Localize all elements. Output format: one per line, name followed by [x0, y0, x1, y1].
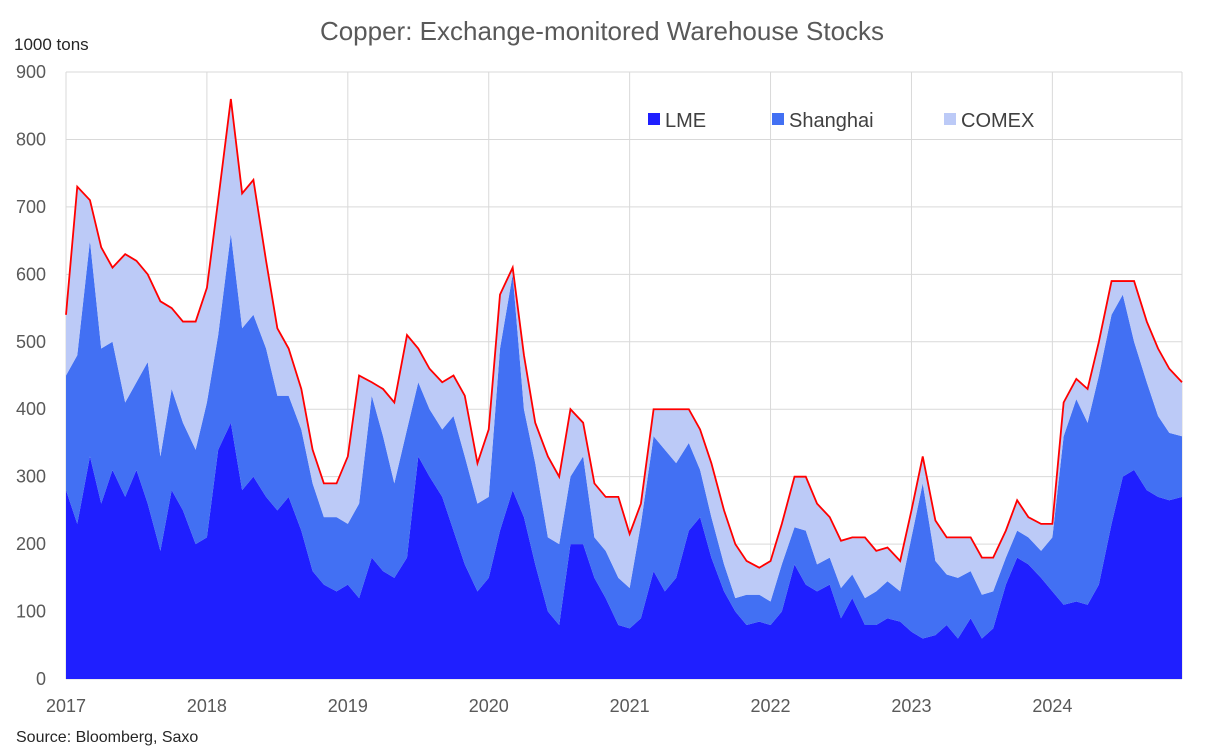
x-tick-label-0: 2017 — [46, 696, 86, 716]
y-tick-label-2: 200 — [16, 534, 46, 554]
y-tick-label-6: 600 — [16, 264, 46, 284]
y-tick-label-9: 900 — [16, 62, 46, 82]
chart-title: Copper: Exchange-monitored Warehouse Sto… — [320, 16, 884, 46]
x-tick-label-6: 2023 — [891, 696, 931, 716]
x-tick-label-4: 2021 — [610, 696, 650, 716]
total-line — [65, 98, 1183, 569]
y-tick-label-7: 700 — [16, 197, 46, 217]
y-axis-unit-label: 1000 tons — [14, 35, 89, 54]
total-line-layer — [65, 98, 1183, 569]
x-tick-label-2: 2019 — [328, 696, 368, 716]
area-comex — [66, 98, 1182, 602]
y-tick-label-5: 500 — [16, 332, 46, 352]
legend-swatch-comex — [944, 113, 956, 125]
x-tick-label-7: 2024 — [1032, 696, 1072, 716]
x-tick-label-5: 2022 — [751, 696, 791, 716]
y-axis-ticks: 0 100 200 300 400 500 600 700 800 900 — [16, 62, 46, 689]
y-tick-label-0: 0 — [36, 669, 46, 689]
legend-swatch-lme — [648, 113, 660, 125]
stacked-areas — [66, 98, 1182, 679]
y-tick-label-3: 300 — [16, 467, 46, 487]
legend-label-lme: LME — [665, 110, 706, 132]
x-axis-ticks: 2017 2018 2019 2020 2021 2022 2023 2024 — [46, 696, 1072, 716]
area-lme — [66, 422, 1182, 679]
y-tick-label-1: 100 — [16, 602, 46, 622]
legend: LME Shanghai COMEX — [648, 110, 1034, 132]
legend-label-comex: COMEX — [961, 110, 1034, 132]
x-tick-label-3: 2020 — [469, 696, 509, 716]
legend-swatch-shanghai — [772, 113, 784, 125]
x-tick-label-1: 2018 — [187, 696, 227, 716]
source-note: Source: Bloomberg, Saxo — [16, 729, 198, 746]
y-tick-label-4: 400 — [16, 399, 46, 419]
y-tick-label-8: 800 — [16, 129, 46, 149]
area-shanghai — [66, 233, 1182, 639]
legend-label-shanghai: Shanghai — [789, 110, 874, 132]
